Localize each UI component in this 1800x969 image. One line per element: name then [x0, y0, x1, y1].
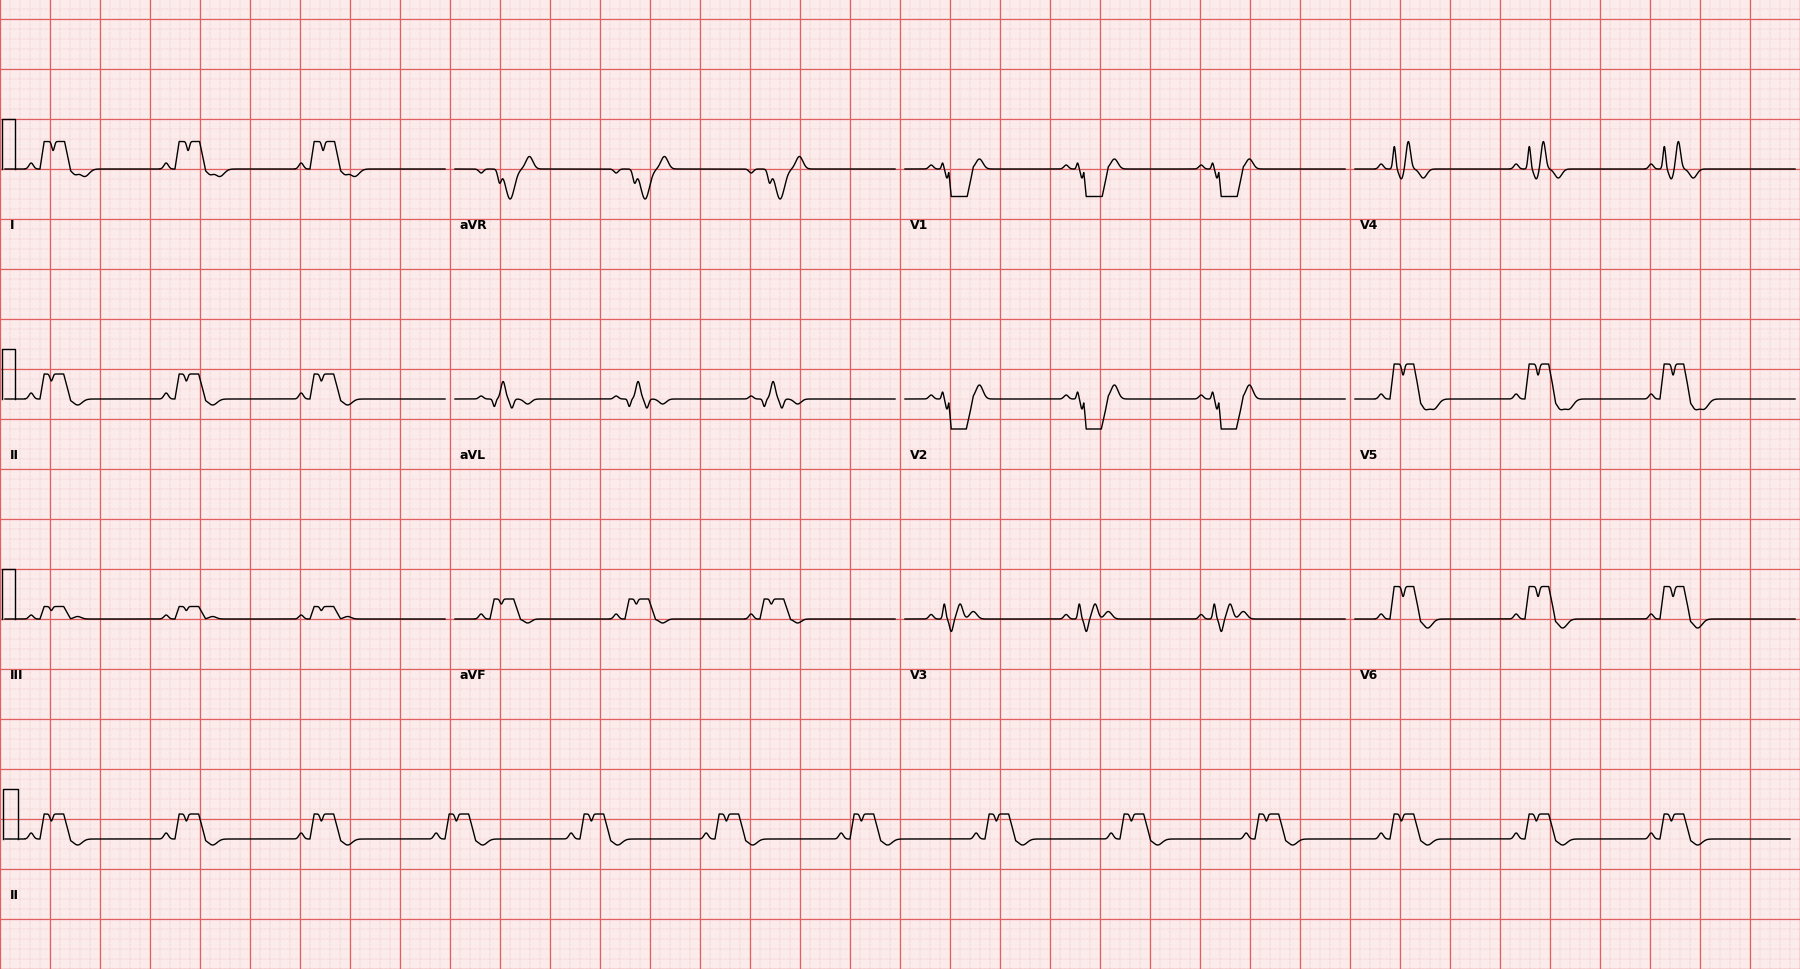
Text: I: I [11, 219, 14, 232]
Text: V5: V5 [1361, 449, 1379, 462]
Text: II: II [11, 889, 20, 902]
Text: V6: V6 [1361, 669, 1379, 682]
Text: II: II [11, 449, 20, 462]
Text: V2: V2 [911, 449, 929, 462]
Text: V3: V3 [911, 669, 929, 682]
Text: aVF: aVF [461, 669, 486, 682]
Text: aVL: aVL [461, 449, 486, 462]
Text: V1: V1 [911, 219, 929, 232]
Text: V4: V4 [1361, 219, 1379, 232]
Text: III: III [11, 669, 23, 682]
Text: aVR: aVR [461, 219, 488, 232]
